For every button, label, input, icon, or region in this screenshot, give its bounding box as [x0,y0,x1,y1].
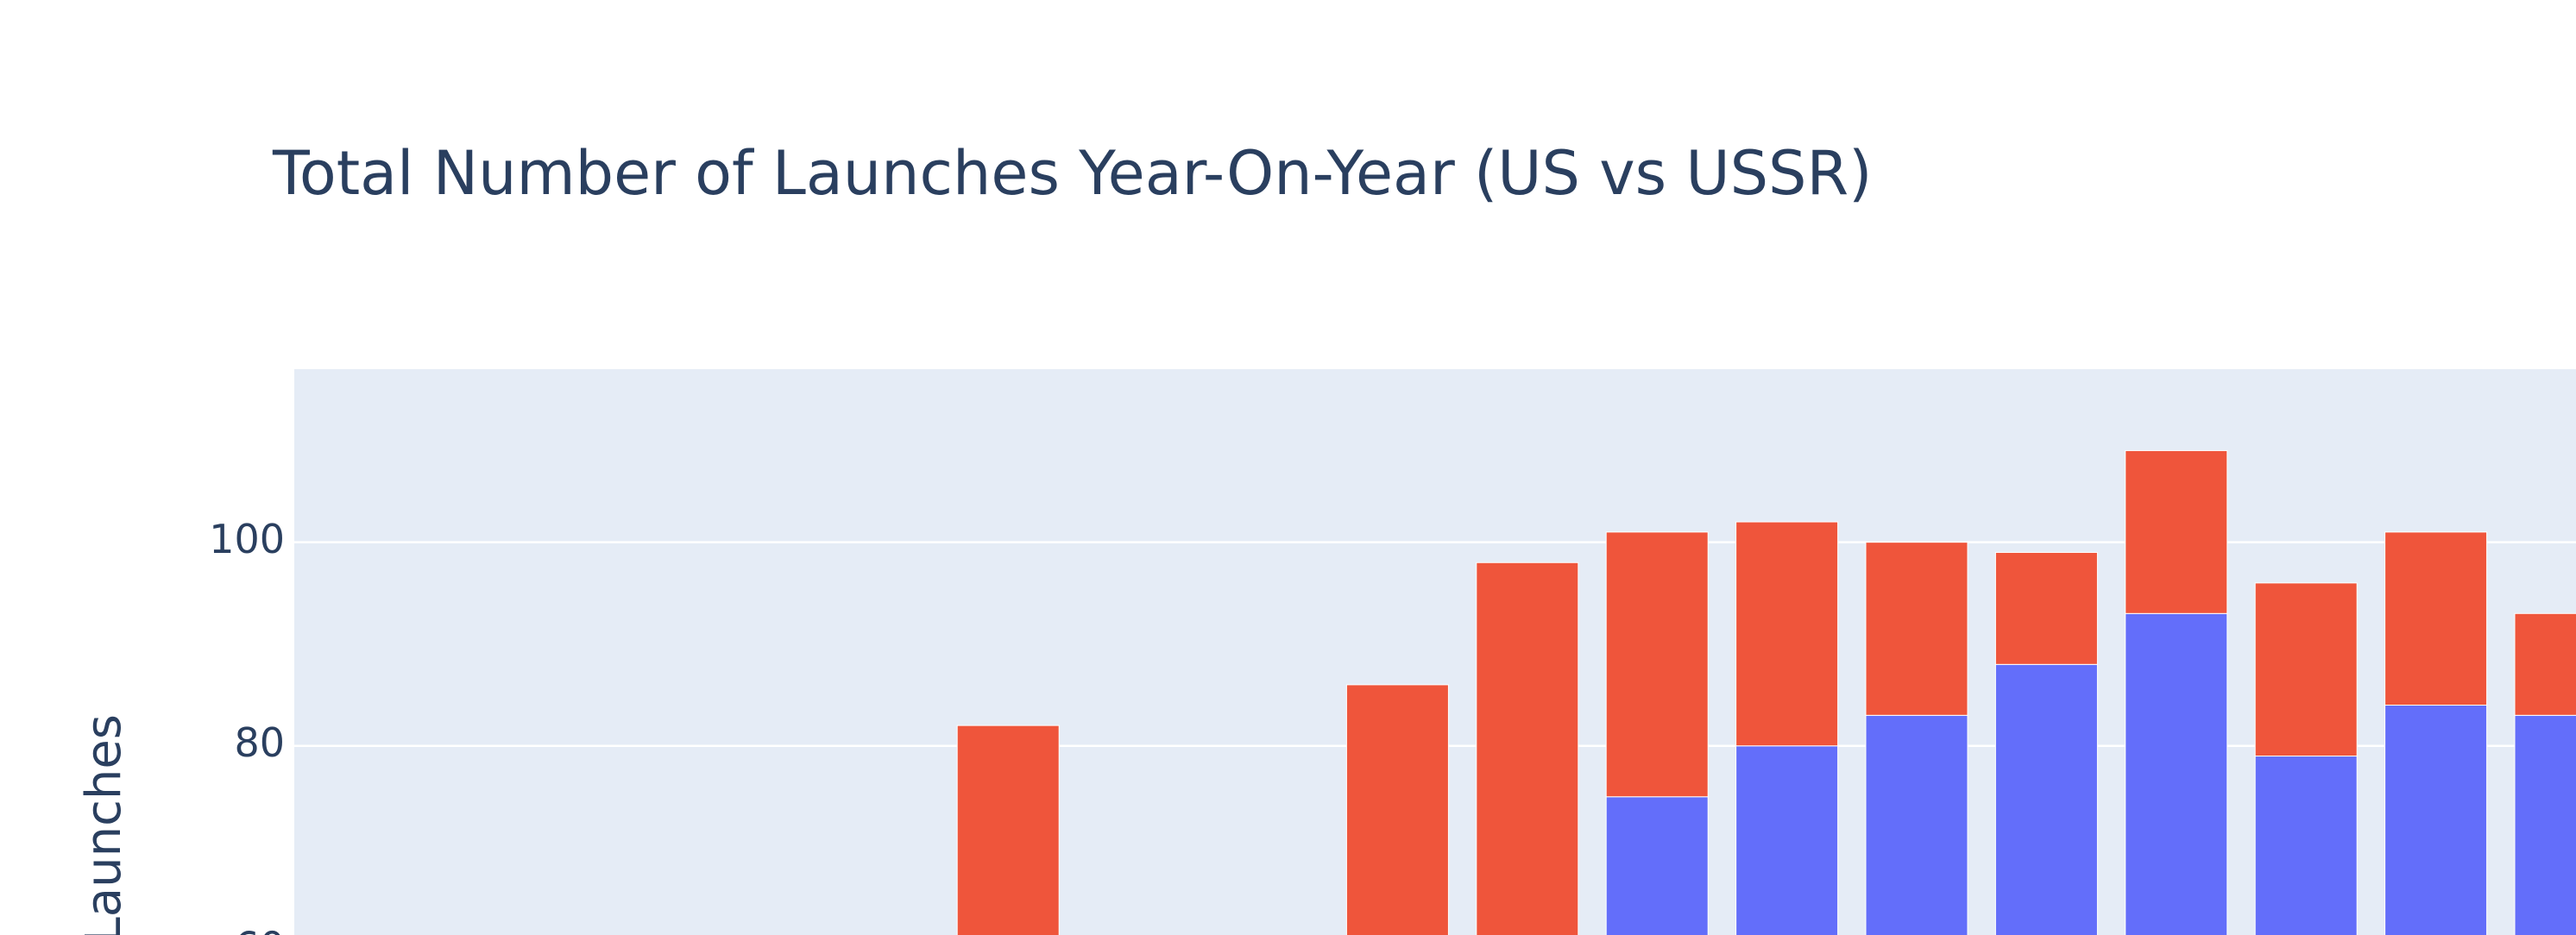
bar [2384,705,2488,935]
bar [1994,663,2098,935]
bar [1735,745,1839,935]
bar [1865,542,1968,716]
bar [1735,521,1839,747]
bar [1476,562,1579,935]
y-tick-label: 60 [234,923,285,935]
bar [1865,714,1968,935]
y-axis-title: Launches [76,714,132,935]
bar [2514,714,2576,935]
chart-title: Total Number of Launches Year-On-Year (U… [272,138,1872,209]
bar [2125,612,2228,935]
bar [2125,449,2228,614]
bar [1605,796,1709,935]
bar [2254,582,2358,757]
bar [1345,684,1449,935]
y-tick-label: 100 [209,516,285,562]
y-tick-label: 80 [234,719,285,766]
bar [2514,612,2576,716]
bar [2254,756,2358,935]
bar [1994,551,2098,665]
bar [2384,531,2488,706]
bar [956,725,1060,935]
bar [1605,531,1709,798]
